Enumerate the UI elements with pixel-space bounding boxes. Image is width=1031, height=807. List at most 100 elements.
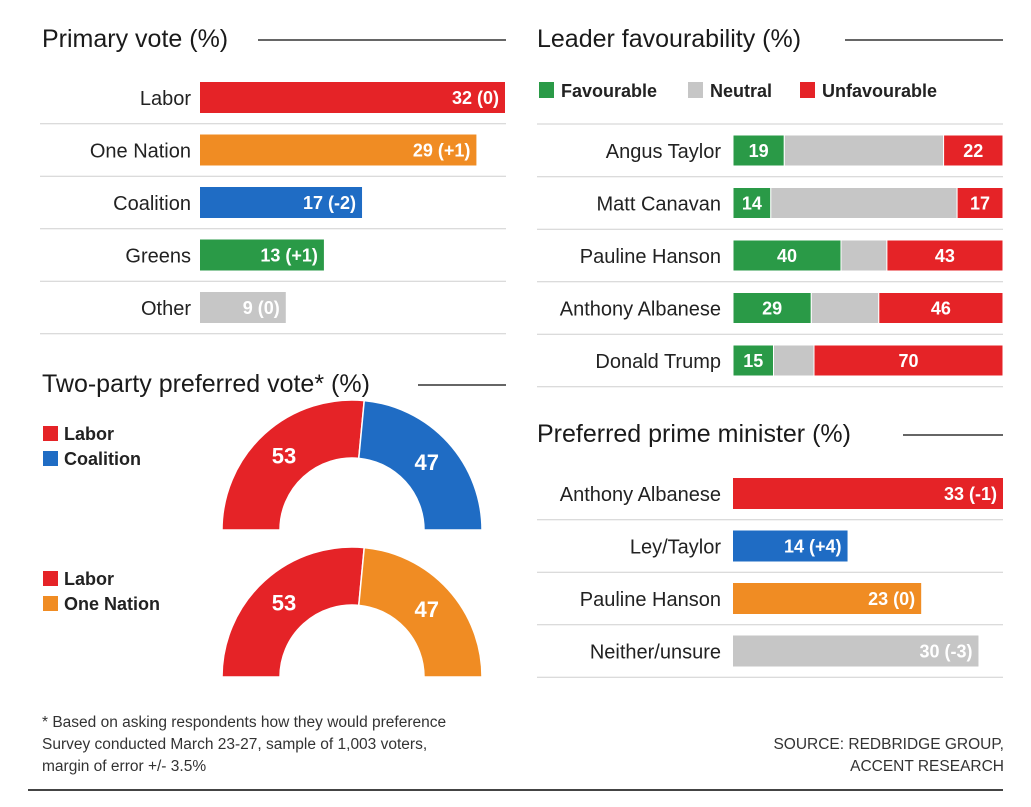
legend-swatch-coalition xyxy=(43,451,58,466)
donut-value-labor: 53 xyxy=(272,443,296,468)
favourability-panel: Leader favourability (%) Favourable Neut… xyxy=(537,25,1004,388)
category-label-donald-trump: Donald Trump xyxy=(595,351,721,373)
tpp-title: Two-party preferred vote* (%) xyxy=(42,370,370,398)
bar-value-coalition: 17 (-2) xyxy=(303,193,356,213)
category-label-anthony-albanese: Anthony Albanese xyxy=(560,484,721,506)
bar-value-other: 9 (0) xyxy=(243,298,280,318)
category-label-pauline-hanson: Pauline Hanson xyxy=(580,589,721,611)
category-label-pauline-hanson: Pauline Hanson xyxy=(580,246,721,268)
category-label-other: Other xyxy=(141,298,191,320)
bar-other xyxy=(200,292,286,323)
category-label-greens: Greens xyxy=(125,246,191,268)
donut-slice-labor xyxy=(221,546,366,678)
bar-value-favourable-anthony-albanese: 29 xyxy=(762,299,782,319)
ppm-title: Preferred prime minister (%) xyxy=(537,420,851,448)
legend-label-labor: Labor xyxy=(64,424,114,444)
donut-value-one-nation: 47 xyxy=(414,597,438,622)
bar-value-greens: 13 (+1) xyxy=(260,246,318,266)
legend-label-neutral: Neutral xyxy=(710,81,772,101)
bar-value-favourable-donald-trump: 15 xyxy=(743,351,763,371)
bar-neither-unsure xyxy=(733,635,979,667)
tpp-legend-one-nation: Labor One Nation xyxy=(43,569,160,614)
bar-value-unfavourable-angus-taylor: 22 xyxy=(963,141,983,161)
category-label-ley-taylor: Ley/Taylor xyxy=(630,537,721,559)
legend-label-coalition: Coalition xyxy=(64,449,141,469)
legend-label-one-nation: One Nation xyxy=(64,594,160,614)
category-label-angus-taylor: Angus Taylor xyxy=(606,141,722,163)
favourability-title: Leader favourability (%) xyxy=(537,25,801,53)
bar-value-one-nation: 29 (+1) xyxy=(413,141,471,161)
bar-neutral-donald-trump xyxy=(773,344,815,377)
bar-favourable-anthony-albanese xyxy=(732,292,812,324)
bar-favourable-donald-trump xyxy=(732,344,774,377)
legend-swatch-unfavourable xyxy=(800,82,815,98)
footnote-line-1: * Based on asking respondents how they w… xyxy=(42,714,446,731)
footnote-line-2: Survey conducted March 23-27, sample of … xyxy=(42,736,427,753)
bar-anthony-albanese xyxy=(733,478,1003,509)
bar-value-unfavourable-matt-canavan: 17 xyxy=(970,194,990,214)
bar-neutral-angus-taylor xyxy=(783,134,945,167)
ppm-bars: Anthony Albanese 33 (-1) Ley/Taylor 14 (+4)… xyxy=(537,478,1003,678)
ppm-panel: Preferred prime minister (%) Anthony Alb… xyxy=(537,420,1003,678)
bar-neutral-matt-canavan xyxy=(770,187,958,219)
category-label-coalition: Coalition xyxy=(113,193,191,215)
category-label-one-nation: One Nation xyxy=(90,141,191,163)
legend-swatch-labor xyxy=(43,571,58,586)
category-label-neither-unsure: Neither/unsure xyxy=(590,642,721,664)
bar-value-unfavourable-anthony-albanese: 46 xyxy=(931,299,951,319)
favourability-legend: Favourable Neutral Unfavourable xyxy=(539,81,937,101)
tpp-panel: Two-party preferred vote* (%) Labor Coal… xyxy=(42,370,506,678)
legend-label-unfavourable: Unfavourable xyxy=(822,81,937,101)
legend-swatch-favourable xyxy=(539,82,554,98)
donut-slice-labor xyxy=(221,399,366,531)
legend-label-labor: Labor xyxy=(64,569,114,589)
bar-ley-taylor xyxy=(733,530,848,562)
category-label-labor: Labor xyxy=(140,88,191,110)
footnote-line-3: margin of error +/- 3.5% xyxy=(42,758,206,775)
source-line-2: ACCENT RESEARCH xyxy=(850,758,1004,775)
footer: * Based on asking respondents how they w… xyxy=(28,714,1004,791)
legend-label-favourable: Favourable xyxy=(561,81,657,101)
bar-value-unfavourable-pauline-hanson: 43 xyxy=(935,246,955,266)
bar-unfavourable-matt-canavan xyxy=(956,187,1004,219)
bar-value-pauline-hanson: 23 (0) xyxy=(868,589,915,609)
bar-unfavourable-donald-trump xyxy=(813,344,1004,377)
donut-value-labor: 53 xyxy=(272,590,296,615)
bar-labor xyxy=(200,82,505,113)
bar-favourable-angus-taylor xyxy=(732,134,785,167)
bar-unfavourable-angus-taylor xyxy=(943,134,1004,167)
bar-value-ley-taylor: 14 (+4) xyxy=(784,537,842,557)
favourability-bars: Angus Taylor 19 22 Matt Canavan 14 17 Pauline … xyxy=(537,123,1004,388)
legend-swatch-neutral xyxy=(688,82,703,98)
tpp-donut-labor-coalition: 53 47 xyxy=(221,399,483,531)
tpp-donut-labor-one-nation: 53 47 xyxy=(221,546,483,678)
bar-one-nation xyxy=(200,134,477,166)
primary-vote-bars: Labor 32 (0) One Nation 29 (+1) Coalition 17 … xyxy=(40,82,506,335)
legend-swatch-labor xyxy=(43,426,58,441)
bar-unfavourable-pauline-hanson xyxy=(886,239,1004,272)
bar-neutral-pauline-hanson xyxy=(840,239,888,272)
bar-value-neither-unsure: 30 (-3) xyxy=(919,642,972,662)
bar-value-anthony-albanese: 33 (-1) xyxy=(944,484,997,504)
bar-value-unfavourable-donald-trump: 70 xyxy=(898,351,918,371)
primary-vote-panel: Primary vote (%) Labor 32 (0) One Nation 29… xyxy=(40,25,506,335)
bar-value-favourable-pauline-hanson: 40 xyxy=(777,246,797,266)
donut-slice-one-nation xyxy=(357,546,483,678)
category-label-anthony-albanese: Anthony Albanese xyxy=(560,299,721,321)
donut-value-coalition: 47 xyxy=(414,450,438,475)
bar-pauline-hanson xyxy=(733,583,922,614)
source-line-1: SOURCE: REDBRIDGE GROUP, xyxy=(773,736,1004,753)
bar-favourable-matt-canavan xyxy=(732,187,772,219)
bar-unfavourable-anthony-albanese xyxy=(878,292,1004,324)
bar-neutral-anthony-albanese xyxy=(810,292,880,324)
bar-coalition xyxy=(200,187,363,218)
bar-value-favourable-matt-canavan: 14 xyxy=(742,194,762,214)
category-label-matt-canavan: Matt Canavan xyxy=(596,194,721,216)
bar-greens xyxy=(200,239,324,271)
legend-swatch-one-nation xyxy=(43,596,58,611)
tpp-legend-coalition: Labor Coalition xyxy=(43,424,141,469)
donut-slice-coalition xyxy=(357,399,483,531)
bar-value-labor: 32 (0) xyxy=(452,88,499,108)
bar-value-favourable-angus-taylor: 19 xyxy=(749,141,769,161)
